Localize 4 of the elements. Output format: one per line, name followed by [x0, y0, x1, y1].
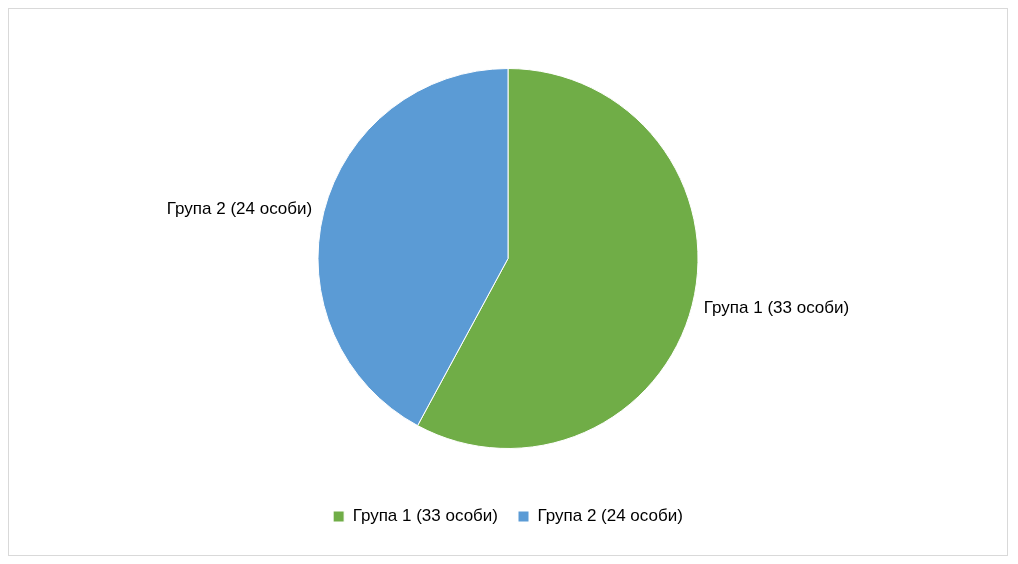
slice-label: Група 2 (24 особи)	[166, 198, 313, 218]
legend-label: Група 2 (24 особи)	[537, 506, 683, 526]
legend-label: Група 1 (33 особи)	[352, 506, 499, 526]
slice-label: Група 1 (33 особи)	[703, 297, 850, 317]
